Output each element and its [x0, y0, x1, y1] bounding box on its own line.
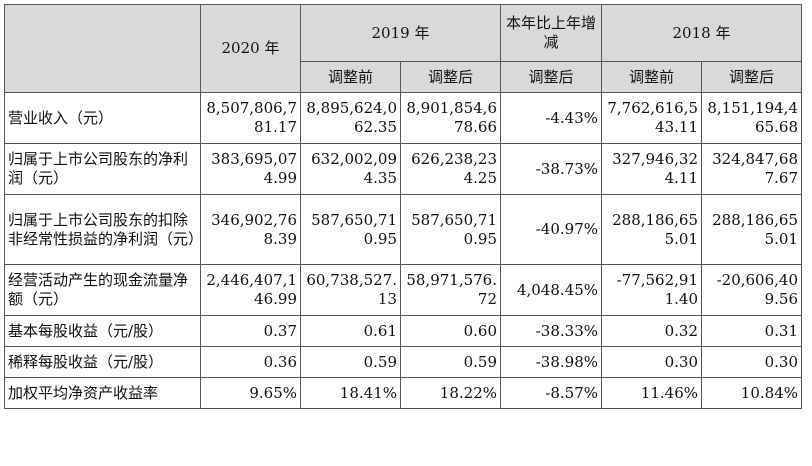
- row-label: 归属于上市公司股东的扣除非经常性损益的净利润（元）: [4, 194, 201, 265]
- cell-2020: 0.37: [200, 315, 301, 347]
- cell-2018-before: 327,946,324.11: [601, 143, 702, 195]
- table-row: 营业收入（元） 8,507,806,781.17 8,895,624,062.3…: [4, 92, 802, 144]
- cell-2018-after: 288,186,655.01: [701, 194, 802, 265]
- header-2018: 2018 年: [601, 4, 802, 62]
- cell-2018-before: 11.46%: [601, 377, 702, 409]
- cell-2018-before: 7,762,616,543.11: [601, 92, 702, 144]
- row-label: 加权平均净资产收益率: [4, 377, 201, 409]
- cell-2018-after: 324,847,687.67: [701, 143, 802, 195]
- header-2018-after: 调整后: [701, 61, 802, 93]
- cell-2018-before: 0.32: [601, 315, 702, 347]
- cell-2019-after: 626,238,234.25: [400, 143, 501, 195]
- cell-2020: 346,902,768.39: [200, 194, 301, 265]
- row-label: 基本每股收益（元/股）: [4, 315, 201, 347]
- row-label: 营业收入（元）: [4, 92, 201, 144]
- cell-2018-after: -20,606,409.56: [701, 264, 802, 316]
- cell-2019-before: 60,738,527.13: [300, 264, 401, 316]
- cell-change: -38.33%: [500, 315, 602, 347]
- header-2019: 2019 年: [300, 4, 501, 62]
- header-change-after: 调整后: [500, 61, 602, 93]
- cell-change: -38.98%: [500, 346, 602, 378]
- cell-2018-before: -77,562,911.40: [601, 264, 702, 316]
- table-row: 稀释每股收益（元/股） 0.36 0.59 0.59 -38.98% 0.30 …: [4, 346, 802, 378]
- cell-2020: 0.36: [200, 346, 301, 378]
- header-change: 本年比上年增减: [500, 4, 602, 62]
- cell-2018-after: 0.30: [701, 346, 802, 378]
- financial-summary-table: 2020 年 2019 年 本年比上年增减 2018 年 调整前 调整后 调整后…: [4, 4, 802, 409]
- table-row: 归属于上市公司股东的扣除非经常性损益的净利润（元） 346,902,768.39…: [4, 194, 802, 265]
- cell-change: 4,048.45%: [500, 264, 602, 316]
- cell-2020: 9.65%: [200, 377, 301, 409]
- cell-2019-before: 8,895,624,062.35: [300, 92, 401, 144]
- header-row-top: 2020 年 2019 年 本年比上年增减 2018 年: [4, 4, 802, 93]
- cell-2019-after: 587,650,710.95: [400, 194, 501, 265]
- cell-2018-after: 8,151,194,465.68: [701, 92, 802, 144]
- table-row: 经营活动产生的现金流量净额（元） 2,446,407,146.99 60,738…: [4, 264, 802, 316]
- cell-2019-before: 587,650,710.95: [300, 194, 401, 265]
- header-2019-before: 调整前: [300, 61, 401, 93]
- header-item-blank: [4, 4, 201, 93]
- row-label: 归属于上市公司股东的净利润（元）: [4, 143, 201, 195]
- cell-2018-before: 288,186,655.01: [601, 194, 702, 265]
- cell-2018-before: 0.30: [601, 346, 702, 378]
- cell-2019-after: 0.59: [400, 346, 501, 378]
- header-2020: 2020 年: [200, 4, 301, 93]
- row-label: 稀释每股收益（元/股）: [4, 346, 201, 378]
- cell-change: -8.57%: [500, 377, 602, 409]
- cell-change: -4.43%: [500, 92, 602, 144]
- cell-change: -40.97%: [500, 194, 602, 265]
- cell-2020: 383,695,074.99: [200, 143, 301, 195]
- cell-change: -38.73%: [500, 143, 602, 195]
- cell-2019-after: 8,901,854,678.66: [400, 92, 501, 144]
- header-2018-before: 调整前: [601, 61, 702, 93]
- table-row: 基本每股收益（元/股） 0.37 0.61 0.60 -38.33% 0.32 …: [4, 315, 802, 347]
- cell-2019-after: 0.60: [400, 315, 501, 347]
- header-2019-after: 调整后: [400, 61, 501, 93]
- cell-2019-before: 0.61: [300, 315, 401, 347]
- header-row-sub: 调整前 调整后 调整后 调整前 调整后: [5, 61, 802, 93]
- cell-2018-after: 0.31: [701, 315, 802, 347]
- cell-2019-before: 18.41%: [300, 377, 401, 409]
- cell-2019-after: 58,971,576.72: [400, 264, 501, 316]
- table-row: 加权平均净资产收益率 9.65% 18.41% 18.22% -8.57% 11…: [4, 377, 802, 409]
- cell-2018-after: 10.84%: [701, 377, 802, 409]
- row-label: 经营活动产生的现金流量净额（元）: [4, 264, 201, 316]
- cell-2019-after: 18.22%: [400, 377, 501, 409]
- cell-2020: 2,446,407,146.99: [200, 264, 301, 316]
- cell-2020: 8,507,806,781.17: [200, 92, 301, 144]
- cell-2019-before: 632,002,094.35: [300, 143, 401, 195]
- table-row: 归属于上市公司股东的净利润（元） 383,695,074.99 632,002,…: [4, 143, 802, 195]
- cell-2019-before: 0.59: [300, 346, 401, 378]
